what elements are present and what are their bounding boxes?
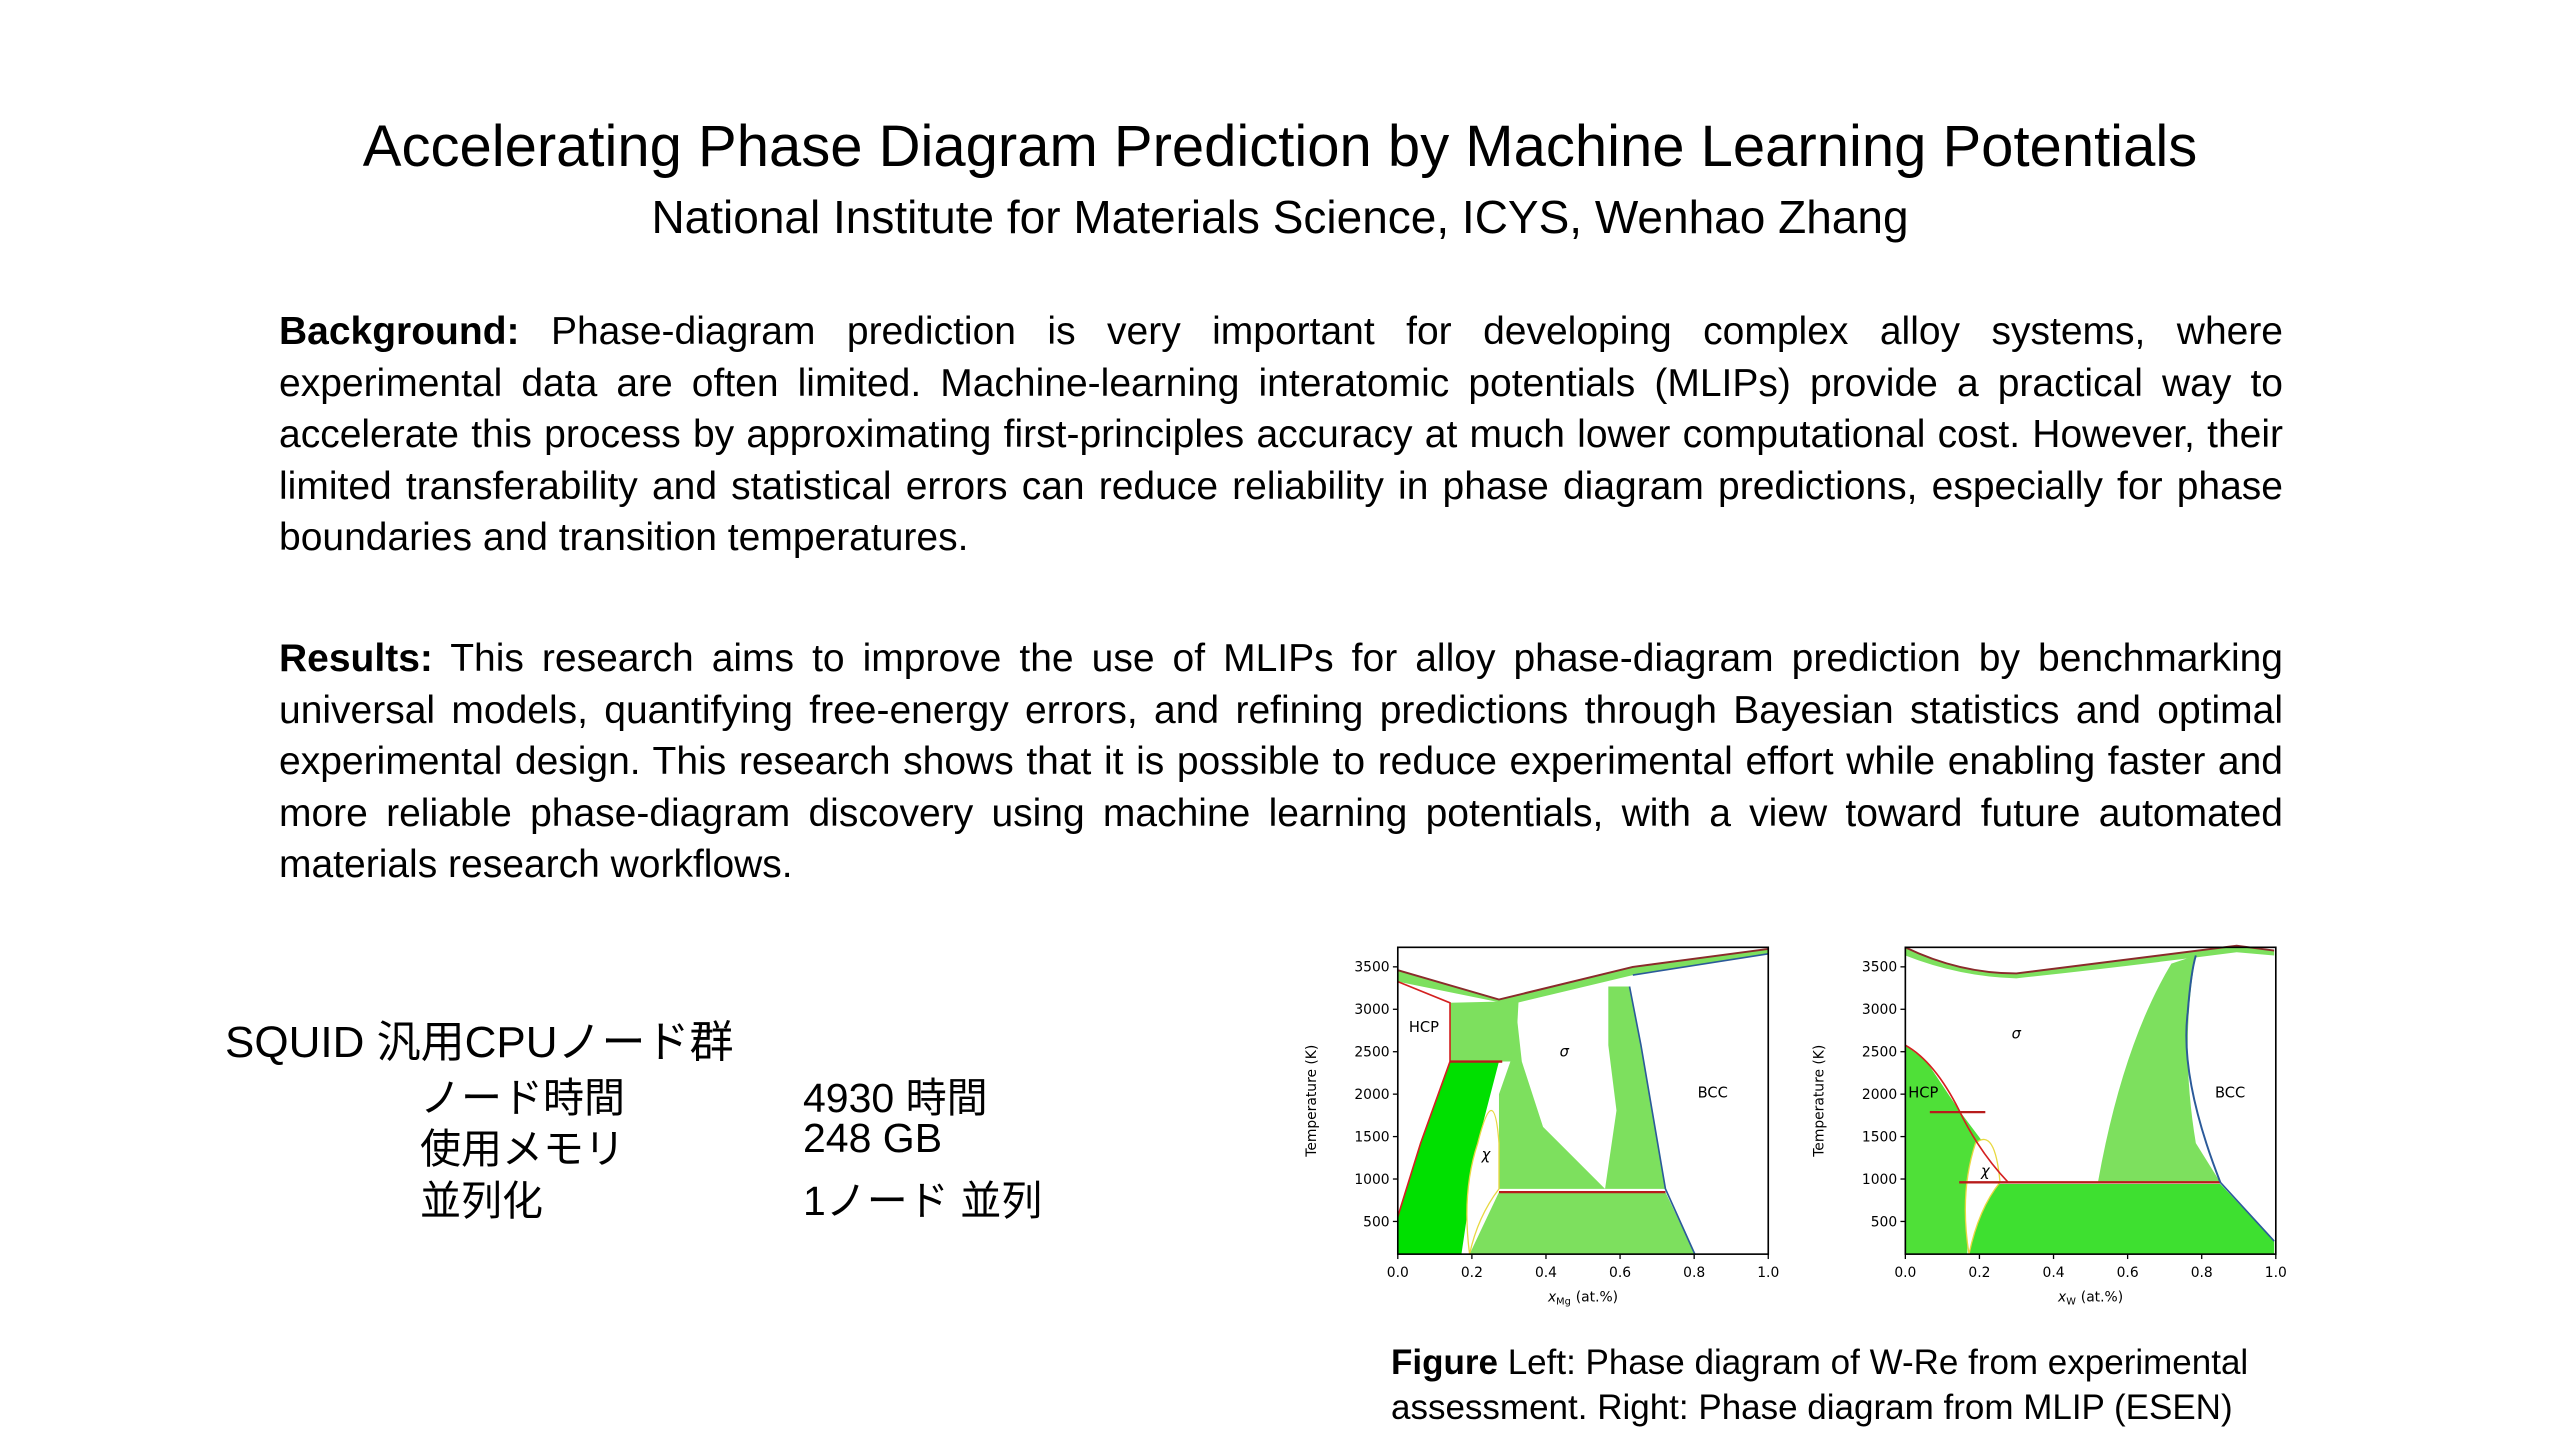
x-axis-symbol: x — [2057, 1289, 2067, 1305]
region-label: HCP — [1908, 1084, 1938, 1101]
phase-boundary — [1397, 947, 1769, 1001]
y-tick-label: 3000 — [1354, 1002, 1389, 1018]
x-tick-label: 0.2 — [1968, 1265, 1990, 1281]
region-label: χ — [1980, 1163, 1991, 1180]
subtitle: National Institute for Materials Science… — [651, 191, 1909, 243]
x-tick-label: 1.0 — [2265, 1265, 2287, 1281]
axes: 0.0 0.2 0.4 0.6 0.8 1.0 500 1000 1500 2000 2500 300… — [1304, 960, 1779, 1308]
background-label: Background: — [279, 310, 520, 353]
y-tick-label: 1500 — [1354, 1129, 1389, 1145]
region — [1905, 1045, 1984, 1255]
y-axis-label: Temperature (K) — [1304, 1045, 1320, 1158]
title: Accelerating Phase Diagram Prediction by… — [362, 114, 2198, 179]
region — [1397, 948, 1769, 1005]
region-label: BCC — [1698, 1084, 1728, 1101]
background-text: Phase-diagram prediction is very importa… — [279, 310, 2283, 559]
y-tick-label: 500 — [1363, 1214, 1389, 1230]
y-tick-label: 2000 — [1862, 1087, 1897, 1103]
y-tick-label: 2500 — [1354, 1045, 1389, 1061]
resource-value: 1ノード 並列 — [803, 1178, 1043, 1224]
y-tick-label: 1000 — [1354, 1172, 1389, 1188]
region-label: σ — [1560, 1044, 1570, 1061]
region — [1498, 1002, 1606, 1189]
x-tick-label: 0.6 — [1609, 1265, 1631, 1281]
y-tick-label: 3500 — [1862, 960, 1897, 976]
x-axis-subscript: Mg — [1556, 1297, 1571, 1308]
x-axis-subscript: W — [2066, 1297, 2076, 1308]
y-tick-label: 2500 — [1862, 1045, 1897, 1061]
region — [1964, 1138, 2001, 1255]
caption-label: Figure — [1391, 1343, 1498, 1382]
x-tick-label: 0.8 — [2191, 1265, 2213, 1281]
axes: 0.0 0.2 0.4 0.6 0.8 1.0 500 1000 1500 2000 2500 300… — [1812, 960, 2287, 1308]
resource-label: 並列化 — [420, 1178, 543, 1224]
region-label: χ — [1481, 1146, 1492, 1163]
background-paragraph: Background: Phase-diagram prediction is … — [279, 306, 2283, 564]
region — [1466, 1109, 1500, 1255]
x-axis-unit: (at.%) — [2081, 1289, 2123, 1305]
region — [1605, 986, 1666, 1189]
caption-text: Left: Phase diagram of W-Re from experim… — [1391, 1343, 2249, 1427]
y-tick-label: 3000 — [1862, 1002, 1897, 1018]
x-tick-label: 0.0 — [1387, 1265, 1409, 1281]
results-paragraph: Results: This research aims to improve t… — [279, 633, 2283, 891]
region — [2097, 955, 2221, 1183]
phase-boundary — [2219, 1181, 2275, 1242]
y-axis-label: Temperature (K) — [1812, 1045, 1828, 1158]
resource-label: ノード時間 — [420, 1075, 625, 1121]
y-tick-label: 1000 — [1862, 1172, 1897, 1188]
x-tick-label: 0.2 — [1461, 1265, 1483, 1281]
x-axis-symbol: x — [1547, 1289, 1557, 1305]
x-tick-label: 0.4 — [1535, 1265, 1557, 1281]
x-axis-label: xW (at.%) — [2057, 1289, 2123, 1307]
x-tick-label: 0.8 — [1683, 1265, 1705, 1281]
y-tick-label: 1500 — [1862, 1129, 1897, 1145]
phase-boundary — [1628, 986, 1696, 1255]
resource-label: 使用メモリ — [420, 1126, 625, 1172]
x-axis-label: xMg (at.%) — [1547, 1289, 1618, 1307]
x-tick-label: 1.0 — [1757, 1265, 1779, 1281]
phase-diagram-right: HCP σ χ BCC — [1904, 944, 2277, 1255]
region — [1968, 1183, 2275, 1255]
plot-frame — [1904, 946, 2277, 1255]
region-label: BCC — [2215, 1084, 2245, 1101]
phase-boundary — [1632, 953, 1769, 976]
x-axis-unit: (at.%) — [1576, 1289, 1618, 1305]
y-tick-label: 2000 — [1354, 1087, 1389, 1103]
results-label: Results: — [279, 637, 433, 680]
figure: HCP σ χ BCC HCP σ χ BCC 0.0 0.2 0.4 0.6 0.8 1… — [1304, 944, 2287, 1308]
region — [1397, 1061, 1499, 1255]
region-label: HCP — [1409, 1019, 1439, 1036]
region — [1905, 945, 2275, 979]
region — [1450, 1001, 1519, 1062]
phase-boundary — [1904, 944, 2275, 975]
figure-caption: Figure Left: Phase diagram of W-Re from … — [1391, 1340, 2311, 1430]
x-tick-label: 0.4 — [2043, 1265, 2065, 1281]
phase-boundary — [2185, 955, 2222, 1183]
resource-value: 248 GB — [803, 1115, 943, 1161]
x-tick-label: 0.6 — [2117, 1265, 2139, 1281]
region-label: σ — [2012, 1026, 2022, 1043]
region — [1469, 1192, 1695, 1255]
results-text: This research aims to improve the use of… — [279, 637, 2283, 886]
x-tick-label: 0.0 — [1894, 1265, 1916, 1281]
resources-title: SQUID 汎用CPUノード群 — [225, 1018, 734, 1067]
y-tick-label: 3500 — [1354, 960, 1389, 976]
y-tick-label: 500 — [1871, 1214, 1897, 1230]
phase-boundary — [1904, 1044, 2009, 1183]
resource-value: 4930 時間 — [803, 1075, 988, 1121]
phase-diagram-left: HCP σ χ BCC — [1396, 946, 1770, 1255]
plot-frame — [1396, 946, 1770, 1255]
